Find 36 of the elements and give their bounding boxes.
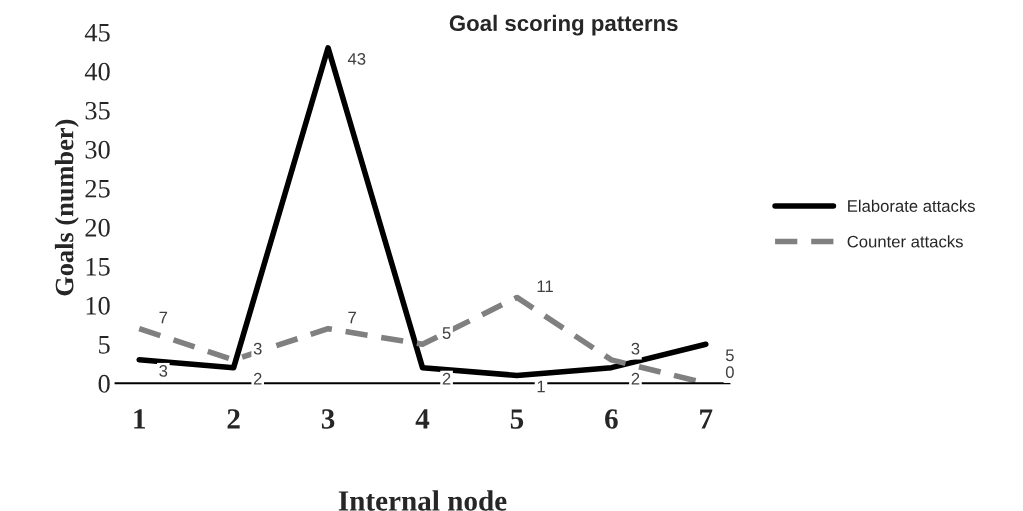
data-label: 2 [442, 372, 451, 385]
x-axis-title: Internal node [338, 490, 507, 511]
y-tick-label: 25 [85, 179, 110, 198]
data-label: 2 [631, 372, 640, 385]
y-axis-title: Goals (number) [54, 119, 79, 296]
data-label: 5 [442, 327, 451, 339]
y-tick-label: 45 [84, 23, 110, 42]
y-tick-label: 15 [86, 257, 110, 276]
legend-label: Elaborate attacks [848, 199, 975, 212]
data-label: 3 [253, 342, 262, 355]
data-label: 0 [725, 366, 734, 378]
y-tick-label: 35 [85, 101, 110, 120]
y-tick-label: 30 [85, 140, 110, 159]
x-tick-label: 7 [700, 409, 713, 429]
x-tick-label: 6 [605, 409, 618, 429]
x-tick-label: 4 [415, 409, 430, 429]
data-label: 11 [537, 280, 553, 293]
data-label: 5 [725, 349, 734, 362]
data-label: 3 [631, 342, 640, 355]
x-tick-label: 3 [321, 409, 335, 429]
data-label: 43 [347, 52, 366, 65]
y-tick-label: 10 [86, 296, 110, 315]
data-label: 2 [253, 372, 262, 385]
data-label: 3 [159, 365, 168, 377]
data-label: 1 [537, 380, 545, 393]
legend-label: Counter attacks [847, 235, 963, 248]
x-tick-label: 2 [227, 409, 240, 429]
data-label: 7 [348, 311, 356, 324]
y-tick-label: 20 [85, 218, 110, 237]
x-tick-label: 1 [134, 409, 145, 429]
y-tick-label: 5 [99, 336, 110, 354]
y-tick-label: 0 [98, 374, 110, 393]
x-tick-label: 5 [510, 409, 524, 429]
data-label: 7 [159, 311, 168, 324]
chart-title: Goal scoring patterns [449, 14, 678, 36]
y-tick-label: 40 [84, 62, 110, 81]
